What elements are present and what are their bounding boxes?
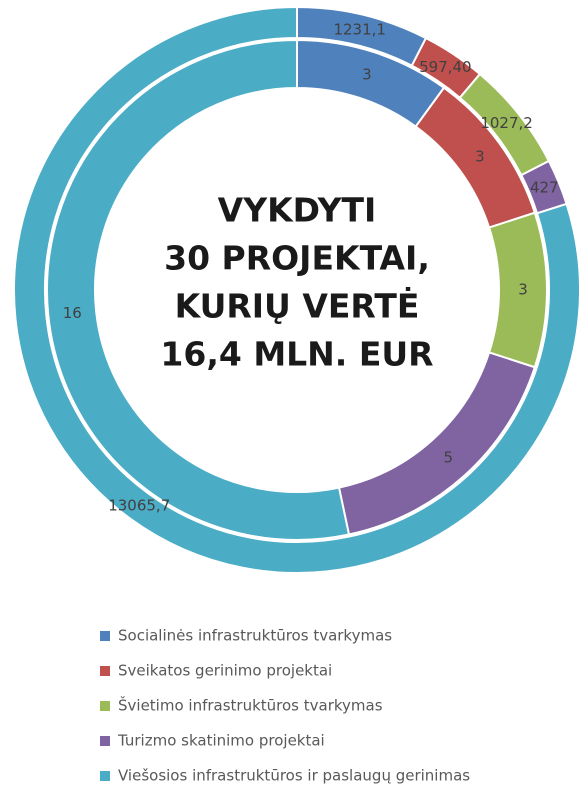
data-label: 427 bbox=[530, 179, 559, 197]
center-text: 16,4 MLN. EUR bbox=[160, 335, 433, 374]
data-label: 3 bbox=[362, 66, 372, 84]
legend-label: Turizmo skatinimo projektai bbox=[117, 732, 325, 750]
legend-label: Švietimo infrastruktūros tvarkymas bbox=[118, 696, 383, 715]
legend-label: Sveikatos gerinimo projektai bbox=[118, 662, 332, 680]
legend-label: Viešosios infrastruktūros ir paslaugų ge… bbox=[118, 767, 470, 785]
data-label: 597,40 bbox=[419, 58, 472, 76]
data-label: 1027,2 bbox=[480, 114, 533, 132]
legend-swatch bbox=[100, 701, 110, 711]
data-label: 16 bbox=[63, 304, 82, 322]
ring-segment bbox=[46, 38, 351, 541]
data-label: 3 bbox=[518, 281, 528, 299]
center-text: VYKDYTI bbox=[218, 191, 377, 230]
rings bbox=[13, 5, 579, 574]
center-text: 30 PROJEKTAI, bbox=[164, 239, 430, 278]
legend-swatch bbox=[100, 771, 110, 781]
legend-swatch bbox=[100, 736, 110, 746]
ring-segment bbox=[13, 5, 579, 574]
data-label: 3 bbox=[475, 148, 485, 166]
legend-swatch bbox=[100, 631, 110, 641]
data-label: 1231,1 bbox=[333, 20, 386, 38]
center-text: KURIŲ VERTĖ bbox=[175, 286, 420, 326]
legend-swatch bbox=[100, 666, 110, 676]
data-label: 13065,7 bbox=[108, 497, 170, 515]
data-label: 5 bbox=[443, 448, 453, 466]
legend-label: Socialinės infrastruktūros tvarkymas bbox=[118, 627, 392, 645]
